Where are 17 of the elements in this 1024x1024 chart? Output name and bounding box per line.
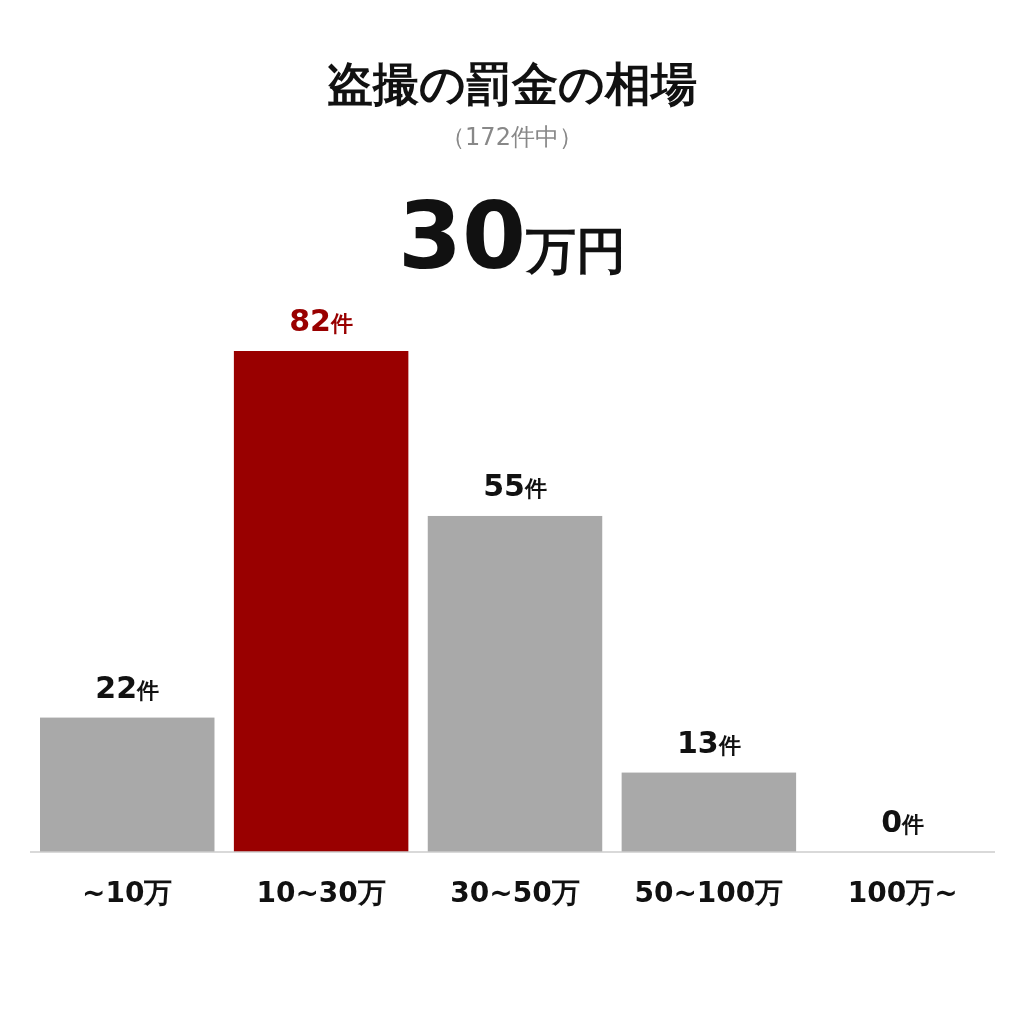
bar [233, 351, 409, 852]
x-tick-label: 100万~ [847, 876, 958, 909]
bar [40, 717, 215, 852]
x-tick-label: 30~50万 [450, 876, 580, 909]
x-tick-label: ~10万 [82, 876, 173, 909]
data-label: 0件 [881, 804, 925, 839]
bar [621, 772, 797, 852]
chart-subtitle: （172件中） [441, 123, 583, 151]
data-label: 22件 [95, 669, 160, 705]
chart-title: 盗撮の罰金の相場 [327, 57, 697, 111]
bar [427, 515, 603, 852]
x-tick-label: 50~100万 [634, 876, 784, 909]
data-label: 55件 [483, 467, 547, 503]
x-tick-label: 10~30万 [256, 876, 386, 909]
text: 30万円 [397, 183, 627, 290]
data-label: 13件 [677, 724, 741, 760]
data-label: 82件 [289, 303, 353, 338]
